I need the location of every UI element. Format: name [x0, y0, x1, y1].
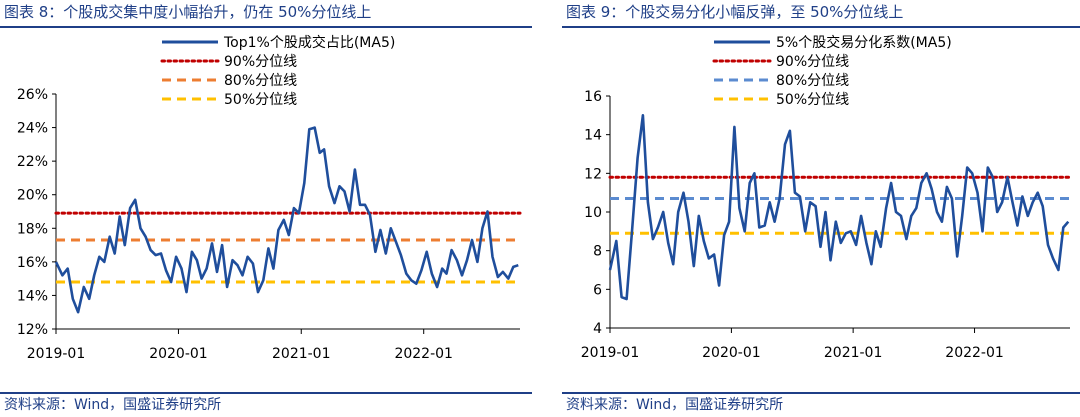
legend-label: 90%分位线 — [224, 54, 297, 70]
figure-source: 资料来源：Wind，国盛证券研究所 — [566, 397, 784, 413]
source-rule — [0, 392, 532, 394]
y-tick-label: 12 — [584, 166, 602, 182]
series-line-0 — [54, 126, 519, 314]
y-tick-label: 20% — [17, 188, 48, 204]
legend-label: 90%分位线 — [776, 54, 849, 70]
y-tick-label: 10 — [584, 205, 602, 221]
y-tick-label: 18% — [17, 221, 48, 237]
x-tick-label: 2022-01 — [394, 346, 453, 362]
y-tick-label: 14 — [584, 128, 602, 144]
y-tick-label: 22% — [17, 154, 48, 170]
y-tick-label: 16 — [584, 89, 602, 105]
y-tick-label: 14% — [17, 288, 48, 304]
source-rule — [562, 392, 1080, 394]
title-rule — [562, 26, 1080, 28]
y-tick-label: 8 — [593, 244, 602, 260]
figure-title: 图表 9：个股交易分化小幅反弹，至 50%分位线上 — [566, 3, 904, 21]
figure-title: 图表 8：个股成交集中度小幅抬升，仍在 50%分位线上 — [4, 3, 372, 21]
x-tick-label: 2019-01 — [27, 346, 86, 362]
legend-label: 50%分位线 — [224, 92, 297, 108]
y-tick-label: 24% — [17, 121, 48, 137]
legend-label: 80%分位线 — [776, 73, 849, 89]
figure-source: 资料来源：Wind，国盛证券研究所 — [4, 397, 222, 413]
series-line-0 — [608, 114, 1070, 301]
x-tick-label: 2021-01 — [272, 346, 331, 362]
legend-label: 80%分位线 — [224, 73, 297, 89]
y-tick-label: 4 — [593, 321, 602, 337]
x-tick-label: 2020-01 — [149, 346, 208, 362]
figure-8: 图表 8：个股成交集中度小幅抬升，仍在 50%分位线上 12% 14% 16% 18%… — [0, 0, 532, 417]
title-rule — [0, 26, 532, 28]
x-tick-label: 2020-01 — [702, 345, 761, 361]
y-tick-label: 12% — [17, 322, 48, 338]
chart-differentiation: 4 6 8 10 12 14 16 2019-01 2020-01 2021-01 2022-01 5… — [581, 34, 1072, 361]
legend-label: 50%分位线 — [776, 92, 849, 108]
legend: 5%个股交易分化系数(MA5) 90%分位线 80%分位线 50%分位线 — [712, 34, 952, 108]
legend-label: Top1%个股成交占比(MA5) — [223, 34, 395, 51]
y-tick-label: 26% — [17, 87, 48, 103]
figure-9: 图表 9：个股交易分化小幅反弹，至 50%分位线上 4 6 8 10 12 14 16 201… — [562, 0, 1080, 417]
y-tick-label: 16% — [17, 255, 48, 271]
legend: Top1%个股成交占比(MA5) 90%分位线 80%分位线 50%分位线 — [160, 34, 395, 108]
x-tick-label: 2021-01 — [824, 345, 883, 361]
x-tick-label: 2019-01 — [581, 345, 640, 361]
x-tick-label: 2022-01 — [945, 345, 1004, 361]
chart-top1-concentration: 12% 14% 16% 18% 20% 22% 24% 26% 2019-01 2020-01 20… — [17, 34, 522, 362]
y-tick-label: 6 — [593, 282, 602, 298]
legend-label: 5%个股交易分化系数(MA5) — [776, 34, 952, 51]
